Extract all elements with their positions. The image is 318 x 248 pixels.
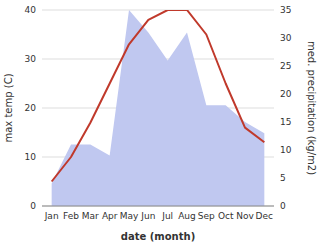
x-tick-label: Feb [63,211,79,221]
y-tick-label: 30 [25,54,37,64]
x-tick-label: May [120,211,139,221]
y-tick-label: 20 [25,103,37,113]
y2-tick-label: 35 [280,5,291,15]
x-tick-label: Jun [140,211,155,221]
x-tick-label: Mar [82,211,99,221]
y2-tick-label: 20 [280,89,292,99]
chart: Jan FebMarAprMayJun Jul AugSepOctNovDec 0 10 2… [0,0,318,248]
y-tick-label: 10 [25,152,37,162]
grid-line [42,10,274,11]
x-tick-label: Oct [218,211,234,221]
y2-tick-label: 0 [280,201,286,211]
y-tick-label: 40 [25,5,37,15]
x-tick-label: Aug [178,211,196,221]
x-tick-label: Apr [102,211,118,221]
grid [42,10,274,206]
x-tick-label: Jan [44,211,59,221]
chart-container: Jan FebMarAprMayJun Jul AugSepOctNovDec 0 10 2… [0,0,318,248]
x-tick-label: Nov [236,211,254,221]
y2-tick-label: 5 [280,173,286,183]
y2-axis-label: med. precipitation (kg/m2) [306,41,317,175]
x-axis-label: date (month) [121,231,195,242]
y2-tick-label: 25 [280,61,291,71]
grid-line [42,206,274,207]
temperature-line [52,10,265,182]
x-tick-label: Dec [256,211,273,221]
x-tick-label: Sep [198,211,215,221]
y-axis-label: max temp (C) [3,73,14,142]
y2-tick-label: 15 [280,117,291,127]
y2-tick-label: 30 [280,33,292,43]
x-tick-label: Jul [161,211,173,221]
y2-tick-label: 10 [280,145,292,155]
plot-area [52,10,265,206]
x-axis-line [42,206,274,207]
precipitation-area [52,10,265,206]
y-tick-label: 0 [30,201,36,211]
